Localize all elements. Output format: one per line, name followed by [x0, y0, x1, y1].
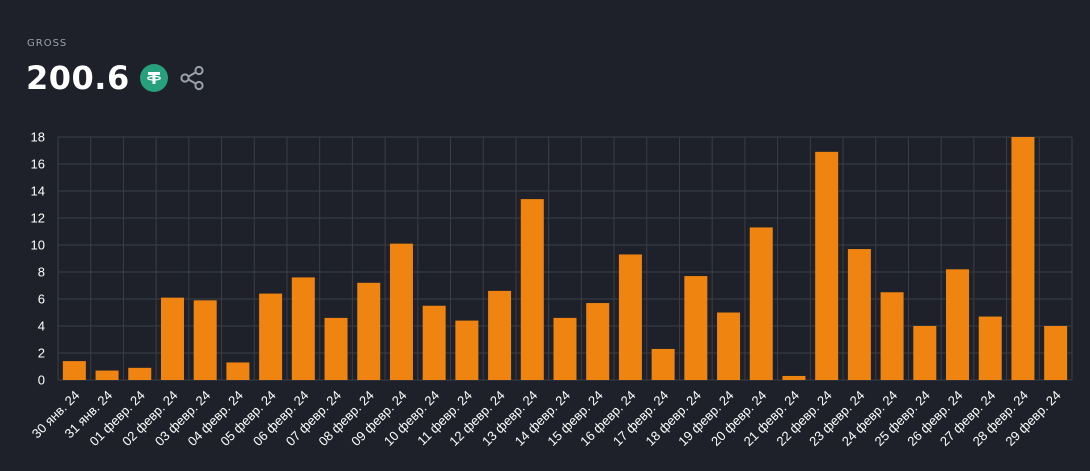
- bar: [520, 199, 544, 380]
- bar: [717, 312, 741, 380]
- bar: [847, 249, 871, 380]
- y-tick-label: 0: [38, 373, 45, 388]
- bar: [946, 269, 970, 380]
- bar: [226, 362, 250, 380]
- y-tick-label: 2: [38, 346, 45, 361]
- bar: [978, 316, 1002, 380]
- y-tick-label: 8: [38, 265, 45, 280]
- bar: [357, 282, 381, 380]
- bar: [455, 320, 479, 380]
- bar: [782, 375, 806, 380]
- y-tick-label: 10: [31, 238, 45, 253]
- share-icon[interactable]: [178, 64, 206, 92]
- bar: [95, 370, 119, 380]
- bar: [160, 297, 184, 380]
- bar: [324, 317, 348, 380]
- bar: [1011, 137, 1035, 380]
- bar: [488, 290, 512, 380]
- bar: [815, 151, 839, 380]
- y-tick-label: 6: [38, 292, 45, 307]
- bar: [62, 361, 86, 380]
- bar: [193, 300, 217, 380]
- total-row: 200.6: [26, 58, 206, 98]
- bar: [880, 292, 904, 380]
- bar: [128, 367, 152, 380]
- y-tick-label: 14: [31, 184, 45, 199]
- tether-icon: [139, 64, 168, 92]
- bar: [259, 293, 283, 380]
- bar: [749, 227, 773, 380]
- bar: [913, 326, 937, 380]
- bar: [422, 305, 446, 380]
- bar: [684, 276, 708, 380]
- bar: [553, 317, 577, 380]
- bar: [389, 243, 413, 380]
- bar: [586, 303, 610, 380]
- bar: [651, 348, 675, 380]
- bar: [291, 277, 315, 380]
- gross-label: GROSS: [27, 38, 68, 49]
- y-tick-label: 18: [31, 130, 45, 145]
- bar: [618, 254, 642, 380]
- y-tick-label: 12: [31, 211, 45, 226]
- y-tick-label: 4: [38, 319, 45, 334]
- y-tick-label: 16: [31, 157, 45, 172]
- bar: [1044, 326, 1068, 380]
- total-value: 200.6: [26, 59, 130, 97]
